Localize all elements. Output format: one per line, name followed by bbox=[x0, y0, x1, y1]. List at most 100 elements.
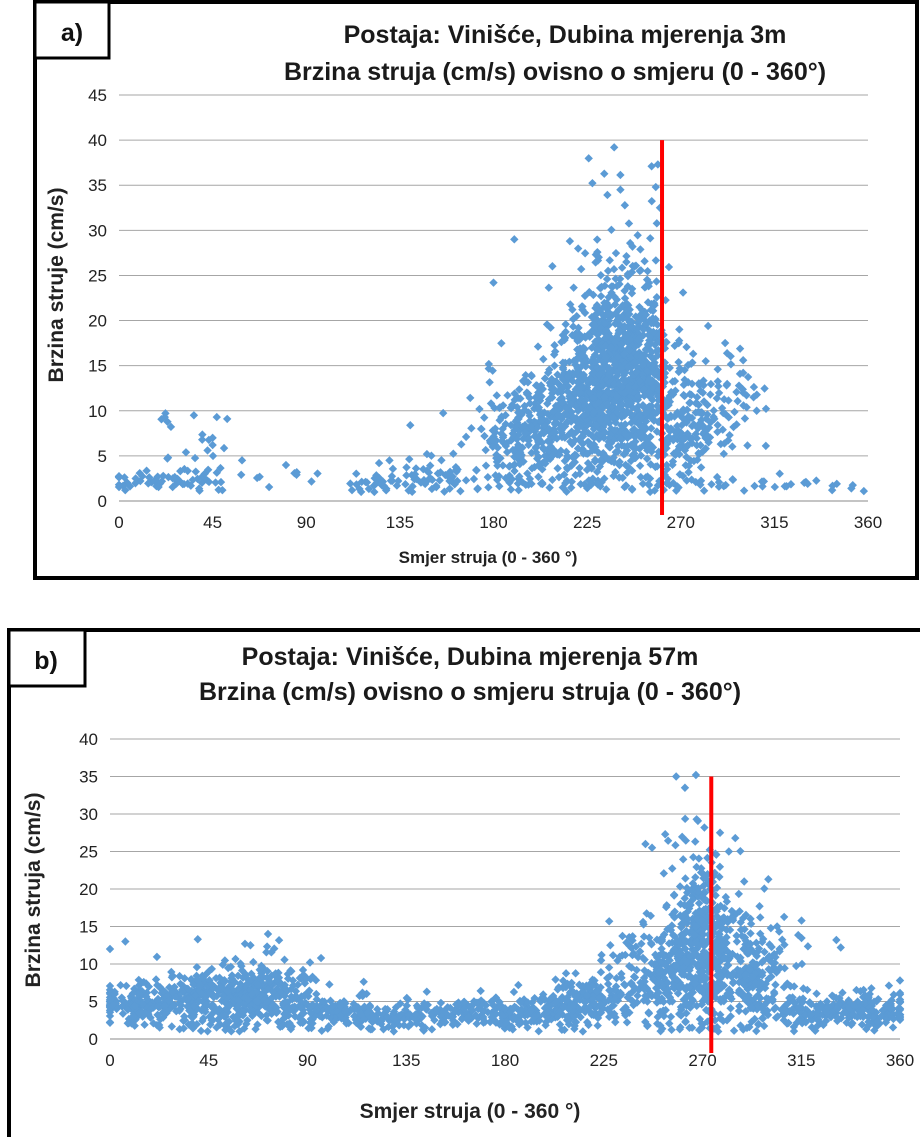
data-point bbox=[730, 407, 739, 417]
data-point bbox=[682, 926, 691, 936]
data-point bbox=[670, 912, 679, 922]
data-point bbox=[742, 403, 751, 412]
data-point bbox=[770, 482, 780, 492]
data-point bbox=[715, 862, 725, 871]
data-point bbox=[739, 877, 749, 886]
data-point bbox=[639, 374, 648, 384]
data-point bbox=[488, 1000, 498, 1010]
data-point bbox=[593, 247, 602, 257]
data-point bbox=[276, 988, 285, 998]
data-point bbox=[631, 312, 640, 321]
y-tick-label: 0 bbox=[98, 492, 107, 511]
data-point bbox=[738, 368, 748, 378]
data-point bbox=[356, 487, 366, 497]
data-point bbox=[137, 986, 147, 996]
data-point bbox=[743, 441, 752, 450]
data-point bbox=[713, 377, 722, 386]
data-point bbox=[270, 944, 279, 953]
data-point bbox=[728, 949, 737, 959]
data-point bbox=[484, 359, 494, 369]
data-point bbox=[197, 989, 206, 998]
data-point bbox=[292, 470, 301, 479]
data-point bbox=[652, 935, 662, 944]
data-point bbox=[656, 1021, 665, 1030]
data-point bbox=[537, 392, 546, 401]
data-point bbox=[497, 436, 507, 446]
data-point bbox=[845, 998, 855, 1008]
data-point bbox=[622, 468, 632, 477]
data-point bbox=[620, 322, 629, 332]
data-point bbox=[608, 951, 618, 960]
data-point bbox=[803, 985, 812, 995]
data-point bbox=[262, 942, 272, 951]
data-point bbox=[246, 941, 255, 950]
data-point bbox=[721, 409, 730, 419]
data-point bbox=[687, 1023, 697, 1032]
data-point bbox=[401, 1005, 410, 1015]
data-point bbox=[532, 432, 541, 441]
data-point bbox=[312, 989, 321, 999]
data-point bbox=[571, 991, 581, 1000]
data-point bbox=[336, 1001, 345, 1011]
data-point bbox=[306, 1014, 316, 1024]
data-point bbox=[221, 1004, 231, 1014]
data-point bbox=[642, 909, 651, 918]
data-point bbox=[712, 1023, 722, 1032]
data-point bbox=[216, 477, 226, 487]
data-point bbox=[574, 353, 584, 362]
data-point bbox=[134, 990, 143, 999]
data-point bbox=[555, 450, 564, 459]
data-point bbox=[168, 988, 177, 997]
data-point bbox=[698, 912, 708, 922]
data-point bbox=[356, 1009, 365, 1019]
data-point bbox=[680, 918, 689, 928]
data-point bbox=[236, 470, 246, 479]
data-point bbox=[633, 991, 642, 1000]
data-point bbox=[803, 479, 812, 489]
data-point bbox=[449, 449, 458, 458]
data-point bbox=[585, 463, 595, 472]
data-point bbox=[652, 293, 662, 302]
data-point bbox=[693, 816, 703, 826]
data-point bbox=[567, 477, 576, 486]
data-point bbox=[670, 966, 679, 975]
data-point bbox=[698, 1020, 707, 1029]
data-point bbox=[612, 281, 622, 291]
data-point bbox=[110, 989, 119, 999]
data-point bbox=[618, 400, 627, 409]
data-point bbox=[753, 976, 763, 985]
data-point bbox=[641, 310, 651, 319]
data-point bbox=[226, 962, 236, 972]
data-point bbox=[769, 963, 779, 972]
data-point bbox=[725, 985, 734, 994]
y-tick-label: 20 bbox=[88, 312, 107, 331]
data-point bbox=[752, 1026, 761, 1036]
data-point bbox=[741, 1007, 750, 1016]
data-point bbox=[166, 1004, 175, 1013]
data-point bbox=[237, 966, 247, 975]
data-point bbox=[176, 466, 185, 476]
data-point bbox=[521, 480, 530, 490]
data-point bbox=[582, 991, 592, 1000]
data-point bbox=[632, 405, 642, 414]
data-point bbox=[562, 447, 571, 457]
data-point bbox=[603, 973, 612, 983]
x-tick-label: 225 bbox=[590, 1051, 618, 1070]
data-point bbox=[610, 292, 619, 302]
data-point bbox=[720, 439, 729, 448]
data-point bbox=[105, 985, 115, 995]
data-point bbox=[700, 994, 709, 1003]
data-point bbox=[622, 938, 631, 947]
data-point bbox=[661, 1005, 670, 1015]
data-point bbox=[249, 957, 258, 967]
data-point bbox=[232, 1004, 241, 1013]
data-point bbox=[585, 388, 595, 398]
data-point bbox=[862, 1024, 871, 1034]
x-tick-label: 90 bbox=[297, 513, 316, 532]
data-point bbox=[481, 461, 491, 470]
data-point bbox=[654, 403, 663, 412]
data-point bbox=[665, 993, 675, 1002]
data-point bbox=[599, 302, 609, 312]
data-point bbox=[651, 409, 660, 418]
data-point bbox=[698, 924, 708, 934]
